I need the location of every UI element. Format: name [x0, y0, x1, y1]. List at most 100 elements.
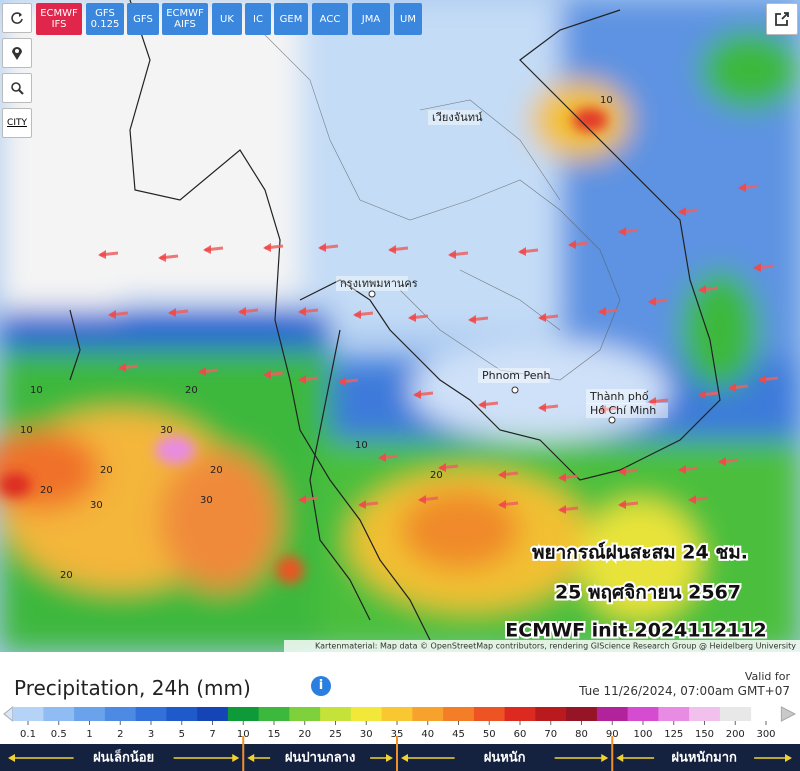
colorbar-segment: [258, 707, 290, 721]
colorbar-label: 300: [756, 729, 775, 740]
contour-label: 10: [600, 95, 613, 106]
contour-label: 20: [210, 465, 223, 476]
colorbar: 0.1 0.5 1 2 3 5 7 10 15 20 25 30 35 40 45 50 60 70 80 90 100…: [0, 705, 800, 771]
contour-label: 20: [60, 570, 73, 581]
colorbar-segment: [381, 707, 413, 721]
location-icon: [12, 47, 22, 60]
colorbar-end-right: [780, 706, 797, 722]
model-button[interactable]: ECMWF AIFS: [162, 3, 208, 35]
precip-field: [0, 0, 800, 652]
wind-arrow-head: [118, 363, 126, 372]
colorbar-label: 30: [360, 729, 373, 740]
colorbar-label: 5: [179, 729, 185, 740]
model-button[interactable]: GEM: [274, 3, 308, 35]
wind-arrow-head: [648, 297, 656, 306]
colorbar-segment: [473, 707, 506, 721]
legend-title: Precipitation, 24h (mm): [14, 676, 251, 700]
colorbar-segment: [43, 707, 75, 721]
model-button-label: GFS: [95, 8, 115, 19]
colorbar-label: 70: [544, 729, 557, 740]
place-bg: [586, 403, 668, 418]
colorbar-label: 200: [726, 729, 745, 740]
wind-arrow-head: [618, 467, 626, 476]
colorbar-label: 20: [298, 729, 311, 740]
coastlines: [69, 0, 721, 641]
place-label: Thành phố: [589, 390, 649, 403]
info-icon[interactable]: i: [311, 676, 331, 696]
place-label: เวียงจันทน์: [432, 111, 483, 124]
contour-label: 20: [100, 465, 113, 476]
contour-label: 20: [40, 485, 53, 496]
wind-arrow-head: [358, 500, 366, 509]
wind-arrow-head: [518, 247, 526, 256]
wind-arrow-head: [678, 207, 686, 216]
wind-arrow-head: [438, 463, 446, 472]
category-label: ฝนปานกลาง: [285, 751, 355, 766]
model-button[interactable]: UM: [394, 3, 422, 35]
wind-arrow-head: [618, 227, 626, 236]
arrow-head: [601, 754, 609, 762]
city-dot: [511, 386, 519, 394]
city-button[interactable]: CITY: [2, 108, 32, 138]
wind-arrow-head: [353, 310, 361, 319]
wind-arrow-head: [728, 383, 736, 392]
refresh-button[interactable]: [2, 3, 32, 33]
colorbar-segment: [627, 707, 659, 721]
share-button[interactable]: [766, 3, 798, 35]
colorbar-label: 45: [452, 729, 465, 740]
colorbar-label: 25: [329, 729, 342, 740]
colorbar-segment: [12, 707, 44, 721]
attribution: Kartenmaterial: Map data © OpenStreetMap…: [315, 642, 796, 651]
place-bg: [428, 110, 480, 125]
contour-label: 10: [30, 385, 43, 396]
model-button[interactable]: JMA: [352, 3, 390, 35]
precip-cores: [0, 108, 608, 584]
model-button[interactable]: GFS: [127, 3, 159, 35]
model-button[interactable]: ACC: [312, 3, 348, 35]
colorbar-label: 3: [148, 729, 154, 740]
colorbar-end-left: [3, 705, 14, 723]
category-label: ฝนหนักมาก: [671, 751, 737, 766]
wind-arrow-head: [108, 310, 116, 319]
model-button-label: ECMWF: [166, 8, 204, 19]
wind-arrow-head: [238, 307, 246, 316]
wind-arrow-head: [448, 250, 456, 259]
arrow-head: [232, 754, 240, 762]
model-button[interactable]: IC: [245, 3, 271, 35]
arrow-head: [785, 754, 792, 762]
colorbar-segment: [566, 707, 598, 721]
contour-label: 20: [430, 470, 443, 481]
place-label: Phnom Penh: [482, 369, 550, 382]
wind-arrow-head: [753, 263, 761, 272]
wind-arrow-head: [388, 245, 396, 254]
borders: [259, 29, 621, 381]
map: 10 20 30 20 30 20 10 20 30 20 10 20 10 เวียงจันทน์กรุ…: [0, 0, 800, 652]
model-button-label: ACC: [319, 13, 341, 25]
wind-arrow-head: [413, 390, 421, 399]
colorbar-segment: [535, 707, 567, 721]
wind-arrow-head: [298, 375, 306, 384]
wind-arrow-head: [718, 457, 726, 466]
model-button[interactable]: ECMWF IFS: [36, 3, 82, 35]
contour-label: 30: [200, 495, 213, 506]
wind-arrow-head: [98, 250, 106, 259]
place-bg: [586, 389, 646, 404]
model-button-label: GEM: [279, 13, 303, 25]
colorbar-segment: [227, 707, 260, 721]
valid-label: Valid for: [744, 670, 790, 683]
colorbar-label: 90: [606, 729, 619, 740]
wind-arrow-head: [468, 315, 476, 324]
zoom-button[interactable]: [2, 73, 32, 103]
location-button[interactable]: [2, 38, 32, 68]
model-button[interactable]: UK: [212, 3, 242, 35]
wind-arrow-head: [648, 397, 656, 406]
forecast-caption: ECMWF init.2024112112: [505, 620, 766, 642]
wind-arrow-head: [688, 495, 696, 504]
model-button-label: JMA: [361, 13, 381, 25]
colorbar-segment: [197, 707, 229, 721]
arrow-head: [8, 754, 15, 762]
valid-time: Tue 11/26/2024, 07:00am GMT+07: [579, 684, 790, 698]
colorbar-segment: [74, 707, 106, 721]
colorbar-segment: [320, 707, 352, 721]
model-button[interactable]: GFS 0.125: [86, 3, 124, 35]
